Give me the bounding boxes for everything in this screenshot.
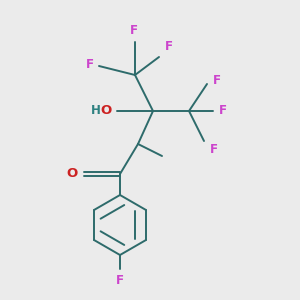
Text: O: O bbox=[100, 104, 112, 117]
Text: F: F bbox=[85, 58, 94, 71]
Text: F: F bbox=[209, 143, 217, 156]
Text: F: F bbox=[164, 40, 172, 53]
Text: O: O bbox=[66, 167, 77, 180]
Text: F: F bbox=[218, 104, 226, 118]
Text: F: F bbox=[116, 274, 124, 287]
Text: F: F bbox=[212, 74, 220, 88]
Text: F: F bbox=[130, 24, 137, 37]
Text: H: H bbox=[91, 104, 100, 117]
